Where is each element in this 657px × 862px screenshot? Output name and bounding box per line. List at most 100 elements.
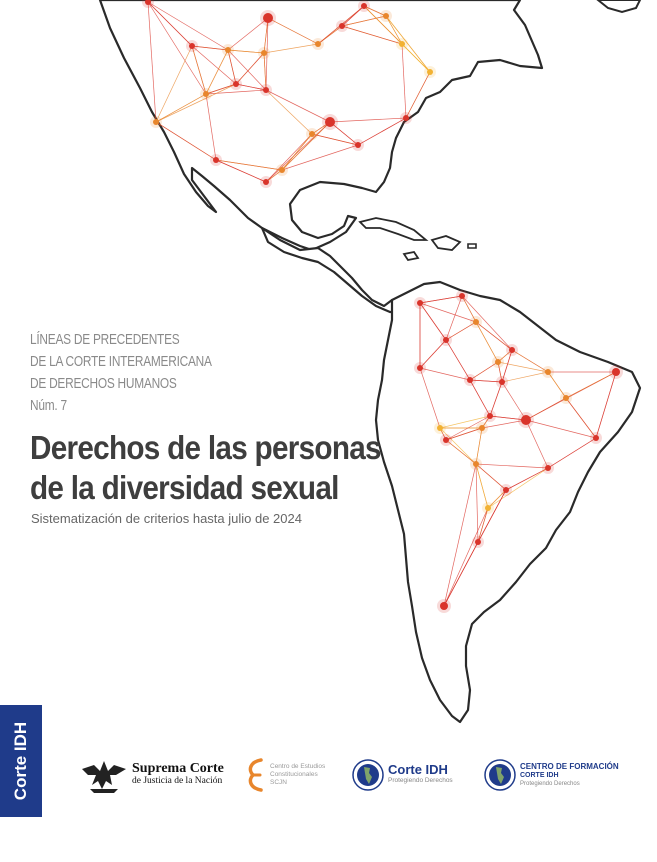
network-edge — [469, 379, 503, 383]
network-node-sa-19 — [473, 461, 479, 467]
network-edge — [147, 1, 157, 123]
network-edge — [445, 439, 477, 465]
network-edge — [445, 427, 483, 441]
series-heading: LÍNEAS DE PRECEDENTES DE LA CORTE INTERA… — [30, 329, 276, 417]
network-edge — [147, 1, 193, 47]
network-edge — [439, 427, 477, 465]
network-edge — [215, 159, 267, 183]
network-edge — [497, 361, 503, 383]
corte-idh-logo: Corte IDH Protegiendo Derechos — [352, 752, 453, 798]
network-node-sa-13 — [521, 415, 531, 425]
network-edge — [341, 15, 387, 27]
centro-formacion-logo: CENTRO DE FORMACIÓN CORTE IDH Protegiend… — [484, 752, 619, 798]
cec-line-1: Centro de Estudios — [270, 763, 326, 770]
network-node-sa-11 — [499, 379, 505, 385]
network-edge — [511, 349, 549, 373]
network-edge — [469, 361, 499, 381]
network-edge — [595, 371, 617, 439]
network-node-na-3 — [225, 47, 231, 53]
network-edge — [419, 367, 471, 381]
network-edge — [525, 419, 597, 439]
network-edge — [329, 117, 407, 123]
eagle-emblem-icon — [82, 761, 126, 793]
network-node-sa-20 — [545, 465, 551, 471]
network-node-sa-6 — [495, 359, 501, 365]
network-node-sa-15 — [487, 413, 493, 419]
network-node-sa-21 — [503, 487, 509, 493]
sidebar-label: Corte IDH — [11, 721, 30, 801]
network-node-na-10 — [399, 41, 405, 47]
network-edge — [263, 52, 267, 91]
network-edge — [443, 489, 507, 607]
network-node-na-12 — [339, 23, 345, 29]
network-edge — [477, 507, 489, 543]
scjn-line-2: de Justicia de la Nación — [132, 776, 223, 786]
network-node-na-2 — [263, 13, 273, 23]
network-edge — [405, 71, 431, 119]
cec-logo: Centro de Estudios Constitucionales SCJN — [246, 752, 325, 798]
network-node-na-15 — [383, 13, 389, 19]
network-edge — [155, 93, 207, 123]
network-edge — [547, 371, 567, 399]
network-edge — [497, 349, 513, 363]
network-edges — [147, 1, 617, 607]
network-node-sa-5 — [509, 347, 515, 353]
network-edge — [265, 133, 313, 183]
network-node-sa-10 — [612, 368, 620, 376]
network-edge — [155, 45, 193, 123]
network-edge — [385, 15, 403, 45]
network-edge — [235, 52, 265, 85]
network-edge — [263, 17, 269, 54]
network-edge — [155, 83, 237, 123]
network-edge — [227, 49, 237, 85]
cec-line-3: SCJN — [270, 779, 287, 786]
centro-formacion-line-1: CENTRO DE FORMACIÓN — [520, 761, 619, 771]
network-edge — [475, 321, 499, 363]
network-edge — [155, 121, 217, 161]
network-edge — [263, 43, 319, 54]
network-edge — [475, 321, 513, 351]
network-edge — [147, 1, 207, 95]
network-edge — [565, 397, 597, 439]
network-node-na-14 — [361, 3, 367, 9]
network-edge — [487, 489, 507, 509]
network-node-sa-24 — [440, 602, 448, 610]
network-edge — [439, 415, 491, 429]
network-edge — [329, 121, 359, 146]
network-edge — [357, 117, 407, 146]
network-edge — [525, 419, 549, 469]
series-number: Núm. 7 — [30, 398, 67, 414]
network-edge — [267, 17, 319, 45]
puerto-rico-landmass — [467, 243, 477, 249]
network-edge — [461, 295, 513, 351]
network-node-sa-22 — [485, 505, 491, 511]
corte-idh-line-1: Corte IDH — [388, 762, 448, 777]
scjn-wordmark: Suprema Corte de Justicia de la Nación — [132, 762, 224, 788]
network-edge — [497, 361, 549, 373]
network-node-na-13 — [315, 41, 321, 47]
network-node-na-22 — [279, 167, 285, 173]
network-node-na-5 — [203, 91, 209, 97]
network-edge — [311, 133, 359, 146]
network-edge — [191, 45, 207, 95]
network-edge — [385, 15, 431, 73]
network-edge — [475, 463, 507, 491]
network-edge — [501, 381, 527, 421]
network-edge — [281, 144, 359, 171]
network-node-na-7 — [325, 117, 335, 127]
cec-mark-icon — [248, 758, 263, 792]
network-nodes — [142, 0, 623, 613]
network-edge — [443, 463, 477, 607]
network-edge — [265, 121, 331, 183]
network-node-sa-9 — [545, 369, 551, 375]
network-edge — [265, 169, 283, 183]
centro-formacion-line-3: Protegiendo Derechos — [520, 780, 580, 787]
network-node-na-1 — [145, 0, 151, 5]
jamaica-landmass — [402, 250, 420, 262]
network-edge — [445, 415, 491, 441]
network-edge — [227, 49, 265, 54]
north-america-landmass — [98, 0, 544, 252]
network-node-na-18 — [403, 115, 409, 121]
network-edge — [469, 379, 491, 417]
